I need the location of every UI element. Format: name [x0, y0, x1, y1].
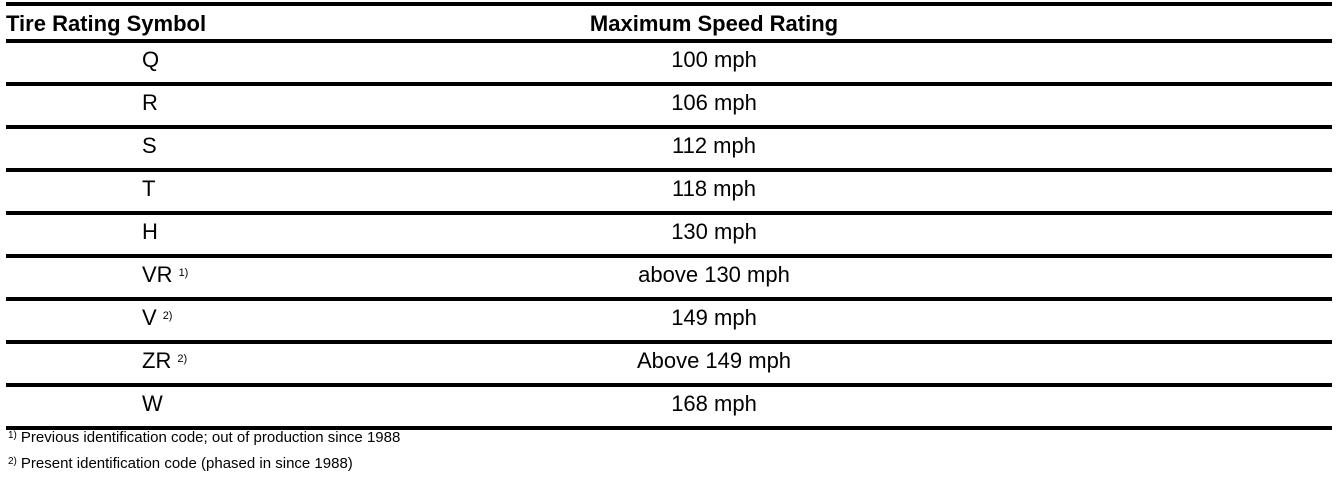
symbol-text: T [142, 176, 156, 201]
symbol-text: Q [142, 47, 160, 72]
header-tire-rating-symbol: Tire Rating Symbol [6, 11, 207, 36]
symbol-text: V [142, 305, 157, 330]
footnote-item: 1) Previous identification code; out of p… [8, 428, 1328, 454]
symbol-cell: W [6, 387, 396, 417]
header-maximum-speed-rating: Maximum Speed Rating [589, 11, 839, 36]
symbol-cell: T [6, 172, 396, 202]
footnote-text: Present identification code (phased in s… [20, 455, 353, 472]
table-row: R 106 mph [6, 86, 1332, 129]
footnote-item: 2) Present identification code (phased in… [8, 454, 1328, 480]
table-row: W 168 mph [6, 387, 1332, 430]
symbol-cell: Q [6, 43, 396, 73]
table-row: H 130 mph [6, 215, 1332, 258]
symbol-text: W [142, 391, 163, 416]
footnote-ref: 1) [178, 267, 189, 279]
speed-cell: 100 mph [671, 47, 757, 72]
symbol-cell: VR 1) [6, 258, 396, 288]
speed-cell: 149 mph [671, 305, 757, 330]
speed-cell: above 130 mph [638, 262, 790, 287]
footnote-mark: 2) [8, 456, 17, 467]
footnote-ref: 2) [162, 310, 173, 322]
speed-cell: 130 mph [671, 219, 757, 244]
speed-rating-table: Tire Rating Symbol Maximum Speed Rating … [6, 2, 1332, 430]
symbol-cell: R [6, 86, 396, 116]
symbol-cell: ZR 2) [6, 344, 396, 374]
table-header-row: Tire Rating Symbol Maximum Speed Rating [6, 6, 1332, 43]
symbol-text: S [142, 133, 157, 158]
speed-cell: 106 mph [671, 90, 757, 115]
symbol-text: H [142, 219, 158, 244]
symbol-text: ZR [142, 348, 172, 373]
symbol-text: VR [142, 262, 173, 287]
footnote-text: Previous identification code; out of pro… [20, 429, 401, 446]
symbol-cell: V 2) [6, 301, 396, 331]
symbol-text: R [142, 90, 158, 115]
speed-cell: Above 149 mph [636, 348, 792, 373]
symbol-cell: H [6, 215, 396, 245]
table-top-rule [6, 2, 1332, 6]
table-row: ZR 2) Above 149 mph [6, 344, 1332, 387]
table-row: Q 100 mph [6, 43, 1332, 86]
speed-cell: 118 mph [672, 176, 756, 201]
table-row: S 112 mph [6, 129, 1332, 172]
speed-cell: 168 mph [671, 391, 757, 416]
table-row: VR 1) above 130 mph [6, 258, 1332, 301]
symbol-cell: S [6, 129, 396, 159]
speed-cell: 112 mph [672, 133, 756, 158]
footnote-ref: 2) [177, 353, 188, 365]
footnote-mark: 1) [8, 430, 17, 441]
table-row: V 2) 149 mph [6, 301, 1332, 344]
table-row: T 118 mph [6, 172, 1332, 215]
footnotes: 1) Previous identification code; out of p… [8, 428, 1328, 480]
